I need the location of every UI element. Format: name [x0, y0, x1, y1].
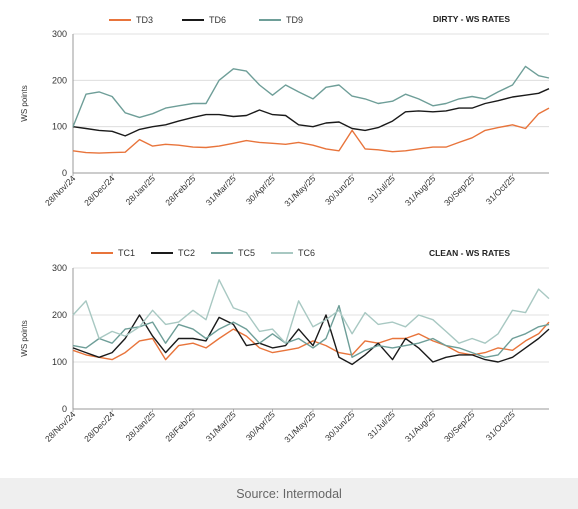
x-tick-label: 28/Nov/24	[43, 409, 78, 444]
y-axis-label: WS points	[20, 320, 29, 356]
legend-item-tc5: TC5	[211, 248, 255, 258]
legend-label: TD3	[136, 15, 153, 25]
x-tick-label: 30/Apr/25	[244, 409, 277, 442]
legend-item-tc1: TC1	[91, 248, 135, 258]
series-line-tc2	[72, 314, 550, 366]
y-tick-label: 200	[52, 75, 67, 85]
x-tick-label: 31/Aug/25	[403, 409, 438, 444]
y-tick-label: 0	[62, 404, 67, 414]
x-tick-label: 28/Jan/25	[123, 409, 157, 443]
series-line-td3	[72, 107, 550, 154]
x-tick-label: 31/Mar/25	[204, 409, 238, 443]
chart-title: CLEAN - WS RATES	[429, 248, 510, 258]
y-axis-label: WS points	[20, 85, 29, 121]
legend-label: TC6	[298, 248, 315, 258]
y-tick-label: 100	[52, 357, 67, 367]
x-tick-label: 31/May/25	[282, 173, 317, 208]
y-tick-label: 0	[62, 168, 67, 178]
x-tick-label: 31/Oct/25	[484, 173, 517, 206]
x-tick-label: 28/Dec/24	[82, 409, 117, 444]
legend-item-tc6: TC6	[271, 248, 315, 258]
series-line-tc6	[72, 279, 550, 344]
x-tick-label: 28/Nov/24	[43, 173, 78, 208]
x-tick-label: 31/Aug/25	[403, 173, 438, 208]
x-tick-label: 31/Jul/25	[365, 173, 397, 205]
y-tick-label: 300	[52, 263, 67, 273]
x-tick-label: 30/Jun/25	[323, 409, 357, 443]
legend-item-td3: TD3	[109, 15, 153, 25]
x-tick-label: 31/May/25	[282, 409, 317, 444]
x-tick-label: 30/Sep/25	[442, 173, 477, 208]
x-tick-label: 28/Feb/25	[163, 409, 197, 443]
source-caption: Source: Intermodal	[0, 478, 578, 509]
legend-label: TD9	[286, 15, 303, 25]
legend-label: TC5	[238, 248, 255, 258]
series-line-td9	[72, 65, 550, 127]
y-tick-label: 300	[52, 29, 67, 39]
chart-title: DIRTY - WS RATES	[433, 14, 510, 24]
legend-label: TC2	[178, 248, 195, 258]
x-tick-label: 28/Jan/25	[123, 173, 157, 207]
x-tick-label: 28/Feb/25	[163, 173, 197, 207]
x-tick-label: 30/Sep/25	[442, 409, 477, 444]
legend-item-td9: TD9	[259, 15, 303, 25]
x-tick-label: 31/Oct/25	[484, 409, 517, 442]
x-tick-label: 31/Jul/25	[365, 409, 397, 441]
y-tick-label: 200	[52, 310, 67, 320]
x-tick-label: 30/Apr/25	[244, 173, 277, 206]
x-tick-label: 28/Dec/24	[82, 173, 117, 208]
x-tick-label: 31/Mar/25	[204, 173, 238, 207]
legend-label: TD6	[209, 15, 226, 25]
x-tick-label: 30/Jun/25	[323, 173, 357, 207]
y-tick-label: 100	[52, 122, 67, 132]
chart-stage: 0 100 200 300 WS points 28/Nov/24 28/Dec/24 28/…	[20, 14, 550, 444]
series-line-tc5	[72, 304, 550, 358]
legend-label: TC1	[118, 248, 135, 258]
legend-item-tc2: TC2	[151, 248, 195, 258]
legend-item-td6: TD6	[182, 15, 226, 25]
series-line-td6	[72, 88, 550, 137]
